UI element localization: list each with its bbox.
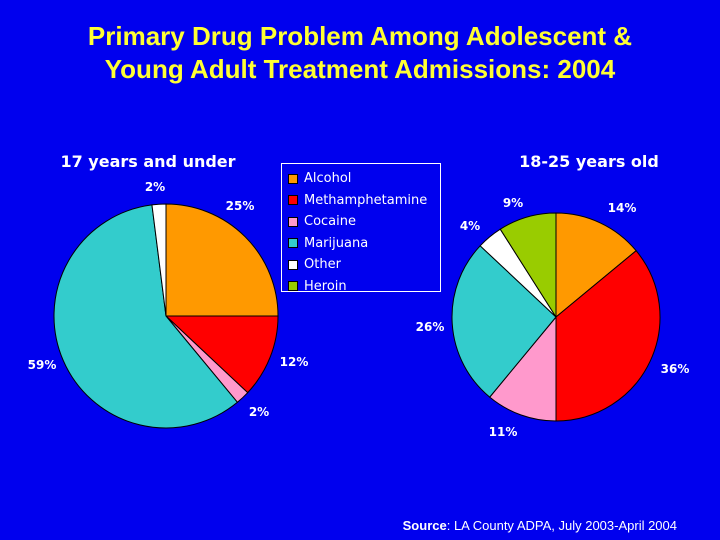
legend-label-marijuana: Marijuana <box>304 235 369 251</box>
pie2-slice-marijuana <box>451 245 557 398</box>
slide-title: Primary Drug Problem Among Adolescent & … <box>0 20 720 86</box>
legend-label-methamphetamine: Methamphetamine <box>304 192 428 208</box>
legend-label-other: Other <box>304 257 341 273</box>
legend-item-marijuana: Marijuana <box>288 233 440 255</box>
pie2-label-marijuana: 26% <box>416 320 445 334</box>
chart-2-title: 18-25 years old <box>519 152 659 171</box>
pie2-label-heroin: 9% <box>503 196 523 210</box>
pie1-label-alcohol: 25% <box>226 199 255 213</box>
title-line-1: Primary Drug Problem Among Adolescent & <box>87 21 633 51</box>
legend-swatch-heroin <box>288 281 298 292</box>
pie-chart-17-and-under: 25% 12% 2% 59% 2% <box>28 180 309 429</box>
pie1-slice-methamphetamine <box>164 315 279 394</box>
pie1-slice-alcohol <box>165 203 279 317</box>
pie1-label-cocaine: 2% <box>249 405 269 419</box>
source-note: Source: LA County ADPA, July 2003-April … <box>403 518 677 533</box>
source-label: Source <box>402 518 447 533</box>
legend-swatch-marijuana <box>288 238 298 249</box>
pie1-label-methamphetamine: 12% <box>280 355 309 369</box>
chart-1-title: 17 years and under <box>60 152 235 171</box>
pie2-slice-alcohol <box>555 212 637 319</box>
legend-label-heroin: Heroin <box>304 278 347 294</box>
chart-legend: Alcohol Methamphetamine Cocaine Marijuan… <box>281 163 441 294</box>
legend-swatch-methamphetamine <box>288 195 298 206</box>
legend-item-other: Other <box>288 254 440 276</box>
legend-swatch-cocaine <box>288 216 298 227</box>
pie2-label-methamphetamine: 36% <box>661 362 690 376</box>
pie1-label-other: 2% <box>145 180 165 194</box>
title-line-2: Young Adult Treatment Admissions: 2004 <box>104 54 616 84</box>
pie2-slice-cocaine <box>489 315 557 422</box>
legend-item-alcohol: Alcohol <box>288 168 440 190</box>
pie1-label-marijuana: 59% <box>28 358 57 372</box>
pie-chart-18-25: 14% 36% 11% 26% 4% 9% <box>416 196 690 439</box>
legend-item-heroin: Heroin <box>288 276 440 298</box>
legend-item-cocaine: Cocaine <box>288 211 440 233</box>
legend-swatch-other <box>288 259 298 270</box>
legend-swatch-alcohol <box>288 173 298 184</box>
pie1-slice-marijuana <box>53 204 239 429</box>
pie2-slice-methamphetamine <box>555 250 661 422</box>
legend-label-cocaine: Cocaine <box>304 214 356 230</box>
source-text: : LA County ADPA, July 2003-April 2004 <box>446 518 677 533</box>
pie2-label-alcohol: 14% <box>608 201 637 215</box>
pie2-label-other: 4% <box>460 219 480 233</box>
pie2-slice-heroin <box>499 212 557 319</box>
legend-item-methamphetamine: Methamphetamine <box>288 190 440 212</box>
legend-label-alcohol: Alcohol <box>304 171 352 187</box>
pie2-label-cocaine: 11% <box>489 425 518 439</box>
pie1-slice-other <box>151 203 167 317</box>
